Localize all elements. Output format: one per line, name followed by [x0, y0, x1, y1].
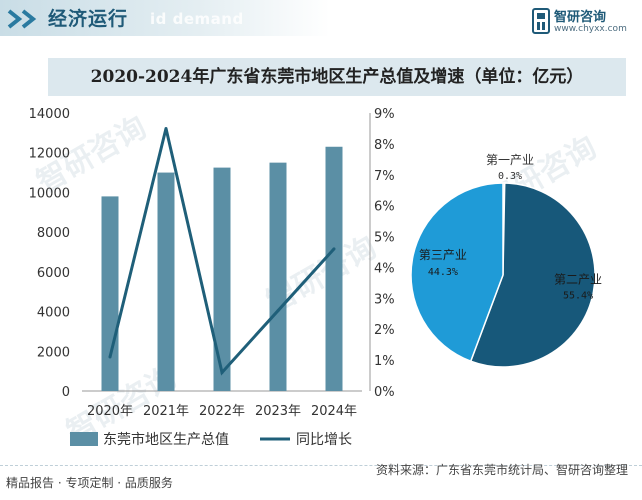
brand-name: 智研咨询 — [554, 10, 607, 25]
pie-value-label: 44.3% — [428, 267, 458, 278]
left-axis-tick-label: 8000 — [37, 226, 70, 241]
pie-slice — [410, 182, 504, 363]
footer-tagline: 精品报告 · 专项定制 · 品质服务 — [6, 476, 173, 490]
pie-label: 第一产业 — [486, 153, 534, 167]
legend-label-bar: 东莞市地区生产总值 — [103, 431, 229, 448]
x-axis-tick-label: 2023年 — [255, 404, 301, 419]
pie-label: 第三产业 — [419, 248, 467, 262]
right-axis-tick-label: 6% — [374, 200, 395, 215]
left-axis-tick-label: 6000 — [37, 266, 70, 281]
x-axis-tick-label: 2021年 — [143, 404, 189, 419]
growth-point — [276, 309, 280, 313]
left-axis-tick-label: 2000 — [37, 345, 70, 360]
left-axis-tick-label: 4000 — [37, 306, 70, 321]
growth-point — [164, 126, 168, 130]
bar — [101, 196, 119, 391]
growth-point — [108, 355, 112, 359]
right-axis-tick-label: 4% — [374, 261, 395, 276]
header-band — [0, 0, 330, 36]
bar — [269, 162, 287, 391]
footer-divider — [0, 465, 642, 466]
double-chevron-icon — [7, 9, 37, 29]
x-axis-tick-label: 2022年 — [199, 404, 245, 419]
left-axis-tick-label: 0 — [62, 385, 70, 400]
brand-logo-icon — [532, 8, 550, 34]
chart-title: 2020-2024年广东省东莞市地区生产总值及增速（单位：亿元） — [90, 67, 584, 87]
right-axis-tick-label: 8% — [374, 138, 395, 153]
growth-point — [332, 247, 336, 251]
right-axis-tick-label: 0% — [374, 385, 395, 400]
pie-slice — [469, 182, 596, 368]
pie-value-label: 55.4% — [563, 290, 593, 301]
page-header: 经济运行 id demand 智研咨询 www.chyxx.com — [0, 0, 642, 40]
brand-url: www.chyxx.com — [554, 24, 627, 34]
right-axis-tick-label: 9% — [374, 107, 395, 122]
source-note: 资料来源：广东省东莞市统计局、智研咨询整理 — [375, 463, 628, 477]
right-axis-tick-label: 7% — [374, 169, 395, 184]
bar — [325, 146, 343, 391]
legend-swatch-bar — [70, 432, 98, 446]
x-axis-tick-label: 2020年 — [87, 404, 133, 419]
left-axis-tick-label: 10000 — [29, 186, 70, 201]
growth-point — [220, 370, 224, 374]
section-title: 经济运行 — [48, 8, 129, 30]
right-axis-tick-label: 1% — [374, 354, 395, 369]
x-axis-tick-label: 2024年 — [311, 404, 357, 419]
left-axis-tick-label: 14000 — [29, 107, 70, 122]
right-axis-tick-label: 5% — [374, 231, 395, 246]
left-axis-tick-label: 12000 — [29, 147, 70, 162]
right-axis-tick-label: 3% — [374, 292, 395, 307]
chart-area: 0 2000 4000 6000 8000 10000 12000 14000 0% 1% 2% 3%… — [29, 107, 602, 448]
pie-label: 第二产业 — [554, 272, 602, 286]
legend-label-line: 同比增长 — [296, 432, 352, 448]
pie-value-label: 0.3% — [498, 171, 522, 182]
header-watermark-text: id demand — [150, 10, 244, 28]
bar — [213, 167, 231, 391]
bar — [157, 172, 175, 391]
right-axis-tick-label: 2% — [374, 323, 395, 338]
brand: 智研咨询 www.chyxx.com — [532, 6, 632, 40]
chart-title-bar: 2020-2024年广东省东莞市地区生产总值及增速（单位：亿元） — [48, 58, 626, 96]
